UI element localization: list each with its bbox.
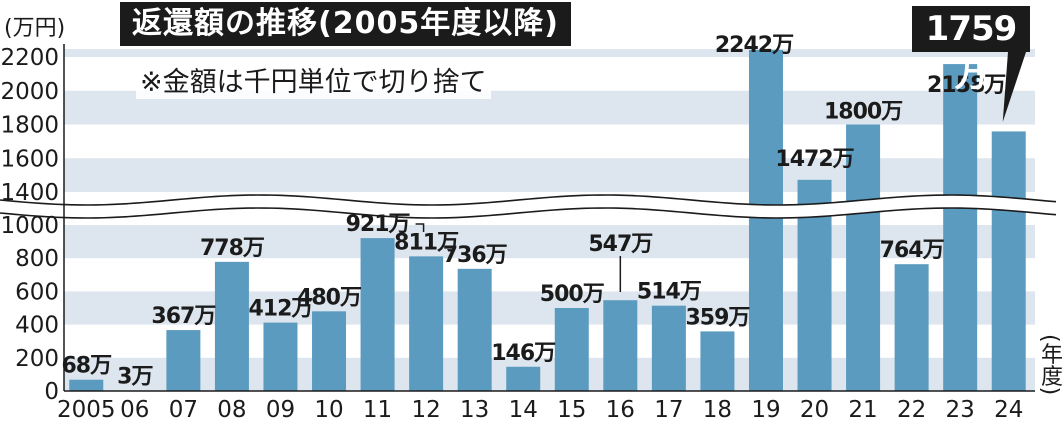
data-label: 68万	[61, 354, 112, 379]
y-tick-label: 1400	[0, 180, 59, 206]
x-tick-label: 19	[751, 397, 780, 423]
x-tick-label: 2005	[57, 397, 116, 423]
data-label: 3万	[117, 365, 153, 390]
y-tick-label: 2200	[0, 45, 59, 71]
y-tick-label: 400	[15, 313, 59, 339]
x-tick-label: 13	[460, 397, 489, 423]
axis-break-line-top	[0, 194, 1057, 206]
y-tick-label: 0	[44, 379, 59, 405]
data-label: 480万	[297, 285, 362, 310]
bar-08	[214, 261, 249, 391]
bar-11	[360, 238, 395, 391]
data-label: 2242万	[715, 33, 794, 58]
data-label: 778万	[200, 236, 265, 261]
x-tick-label: 15	[557, 397, 586, 423]
bar-09	[263, 322, 298, 391]
data-label: 367万	[151, 304, 216, 329]
bar-21	[846, 124, 881, 391]
data-label: 359万	[685, 305, 750, 330]
data-label: 547万	[588, 232, 653, 257]
x-tick-label: 10	[314, 397, 343, 423]
x-tick-label: 18	[703, 397, 732, 423]
x-tick-label: 21	[848, 397, 877, 423]
bar-16	[603, 300, 638, 391]
data-label: 764万	[880, 238, 945, 263]
x-tick-label: 06	[120, 397, 149, 423]
grid-band	[64, 49, 1035, 57]
y-tick-label: 200	[15, 346, 59, 372]
axis-break-line-bottom	[0, 207, 1057, 219]
bar-18	[700, 331, 735, 391]
x-tick-label: 07	[169, 397, 198, 423]
callout-pointer	[1002, 52, 1026, 122]
chart-title: 返還額の推移(2005年度以降)	[120, 2, 571, 46]
data-label: 1800万	[824, 100, 903, 125]
x-tick-label: 22	[897, 397, 926, 423]
bar-17	[651, 305, 686, 391]
chart-note: ※金額は千円単位で切り捨て	[136, 60, 491, 99]
bar-23	[943, 64, 978, 392]
bar-14	[506, 366, 541, 391]
callout-latest-value: 1759万	[912, 6, 1030, 95]
bar-24	[991, 131, 1026, 391]
x-tick-label: 24	[994, 397, 1023, 423]
data-label: 736万	[443, 243, 508, 268]
x-tick-label: 08	[217, 397, 246, 423]
x-tick-label: 16	[606, 397, 635, 423]
data-label: 500万	[540, 282, 605, 307]
x-tick-label: 17	[654, 397, 683, 423]
leader-hook	[415, 223, 425, 232]
x-axis-unit-text: (年度)	[1037, 334, 1062, 396]
data-label: 1472万	[775, 147, 854, 172]
y-tick-label: 2000	[0, 79, 59, 105]
x-tick-label: 14	[509, 397, 538, 423]
axis-break-band	[0, 195, 1063, 218]
y-tick-label: 1600	[0, 146, 59, 172]
x-tick-label: 23	[946, 397, 975, 423]
data-label: 514万	[637, 280, 702, 305]
bar-13	[457, 268, 492, 391]
x-tick-label: 11	[363, 397, 392, 423]
bar-19	[748, 49, 783, 391]
data-label: 921万	[346, 212, 411, 237]
y-tick-label: 1800	[0, 113, 59, 139]
data-label: 811万	[394, 230, 459, 255]
x-tick-label: 12	[411, 397, 440, 423]
bar-15	[554, 308, 589, 391]
y-tick-label: 800	[15, 246, 59, 272]
x-axis-unit-label: (年度)	[1036, 334, 1062, 402]
y-tick-label: 1000	[0, 213, 59, 239]
y-axis-unit-label: (万円)	[4, 16, 66, 41]
bar-2005	[69, 379, 104, 391]
x-tick-label: 20	[800, 397, 829, 423]
data-label: 2158万	[927, 73, 1006, 98]
grid-band	[64, 158, 1035, 192]
bar-22	[894, 264, 929, 391]
bar-07	[166, 330, 201, 391]
bar-10	[312, 311, 347, 391]
x-tick-label: 09	[266, 397, 295, 423]
data-label: 146万	[491, 341, 556, 366]
bar-12	[409, 256, 444, 391]
y-tick-label: 600	[15, 279, 59, 305]
data-label: 412万	[249, 297, 314, 322]
